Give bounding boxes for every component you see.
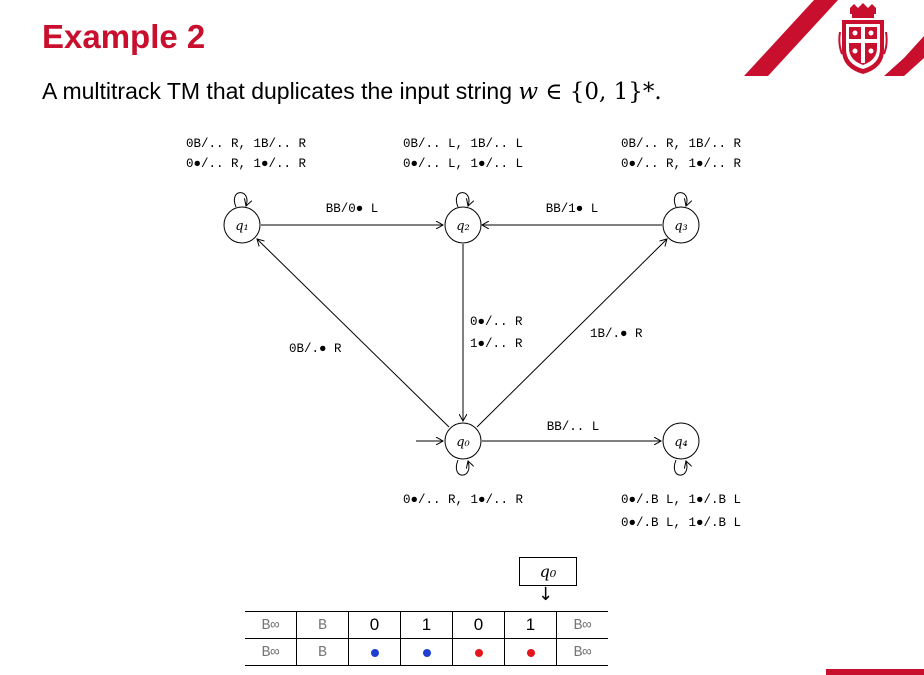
label-q3-loop-1: 0B/.. R, 1B/.. R: [621, 137, 742, 151]
tape-cell: 0: [348, 611, 401, 639]
state-q3: q₃: [662, 206, 700, 244]
tape-table: B∞ B 0 1 0 1 B∞ B∞ B B∞: [245, 611, 608, 666]
tape-cell: B: [296, 638, 349, 666]
label-q2-loop-2: 0●/.. L, 1●/.. L: [403, 157, 523, 171]
subtitle-text: A multitrack TM that duplicates the inpu…: [42, 78, 519, 104]
loop-q0: [455, 459, 469, 476]
tape-cell-marker: [504, 638, 557, 666]
label-q2-loop-1: 0B/.. L, 1B/.. L: [403, 137, 523, 151]
tape-cell-marker: [400, 638, 453, 666]
state-q1-label: q₁: [235, 219, 249, 234]
bottom-stripe: [826, 669, 924, 675]
tape-cell-marker: [348, 638, 401, 666]
label-q0-q4: BB/.. L: [547, 420, 600, 434]
label-q1-loop-1: 0B/.. R, 1B/.. R: [186, 137, 307, 151]
state-q1: q₁: [223, 206, 261, 244]
tape-cell-marker: [452, 638, 505, 666]
red-dot-icon: [526, 649, 535, 657]
tape-cell: 1: [504, 611, 557, 639]
label-q2-q0-2: 1●/.. R: [470, 337, 523, 351]
tape-cell: 0: [452, 611, 505, 639]
label-q0-loop: 0●/.. R, 1●/.. R: [403, 493, 524, 507]
blue-dot-icon: [422, 649, 431, 657]
loop-q4: [673, 459, 687, 476]
state-q4-label: q₄: [674, 435, 688, 450]
university-crest-icon: [838, 3, 888, 74]
tape-track-2: B∞ B B∞: [245, 638, 608, 666]
subtitle-math-w: w: [518, 79, 539, 105]
label-q0-q3: 1B/.● R: [590, 327, 643, 341]
loop-q2: [455, 192, 469, 208]
tape-cell: B∞: [245, 638, 297, 666]
label-q1-loop-2: 0●/.. R, 1●/.. R: [186, 157, 307, 171]
tape-cell: 1: [400, 611, 453, 639]
state-q0: q₀: [444, 422, 482, 460]
tape-cell: B∞: [245, 611, 297, 639]
loop-q3: [673, 192, 687, 208]
label-q3-loop-2: 0●/.. R, 1●/.. R: [621, 157, 742, 171]
state-q2: q₂: [444, 206, 482, 244]
edge-q0-q3: [476, 239, 667, 428]
tape-cell: B∞: [556, 611, 608, 639]
tape-cell: B: [296, 611, 349, 639]
label-q4-loop-1: 0●/.B L, 1●/.B L: [621, 493, 741, 507]
state-q3-label: q₃: [674, 219, 688, 234]
red-dot-icon: [474, 649, 483, 657]
state-diagram: q₁ q₂ q₃ q₀ q₄ 0B/.. R, 1B/.. R 0●/.. R,…: [186, 137, 742, 530]
label-q0-q1: 0B/.● R: [289, 342, 342, 356]
subtitle-math-set: ∈ {0, 1}*.: [538, 79, 662, 105]
tape-head-arrow: ↓: [538, 584, 554, 605]
label-q3-q2: BB/1● L: [546, 202, 599, 216]
slide-title: Example 2: [42, 18, 206, 55]
blue-dot-icon: [370, 649, 379, 657]
state-q0-label: q₀: [456, 435, 470, 450]
tape-track-1: B∞ B 0 1 0 1 B∞: [245, 611, 608, 639]
state-q4: q₄: [662, 422, 700, 460]
edge-q0-q1: [257, 239, 450, 428]
decorative-stripe: [744, 0, 924, 76]
loop-q1: [233, 192, 247, 208]
label-q2-q0-1: 0●/.. R: [470, 315, 523, 329]
state-q2-label: q₂: [456, 219, 470, 234]
label-q1-q2: BB/0● L: [326, 202, 379, 216]
tape-head-state: q₀: [519, 557, 577, 586]
tape-cell: B∞: [556, 638, 608, 666]
slide-subtitle: A multitrack TM that duplicates the inpu…: [42, 78, 662, 105]
label-q4-loop-2: 0●/.B L, 1●/.B L: [621, 516, 741, 530]
